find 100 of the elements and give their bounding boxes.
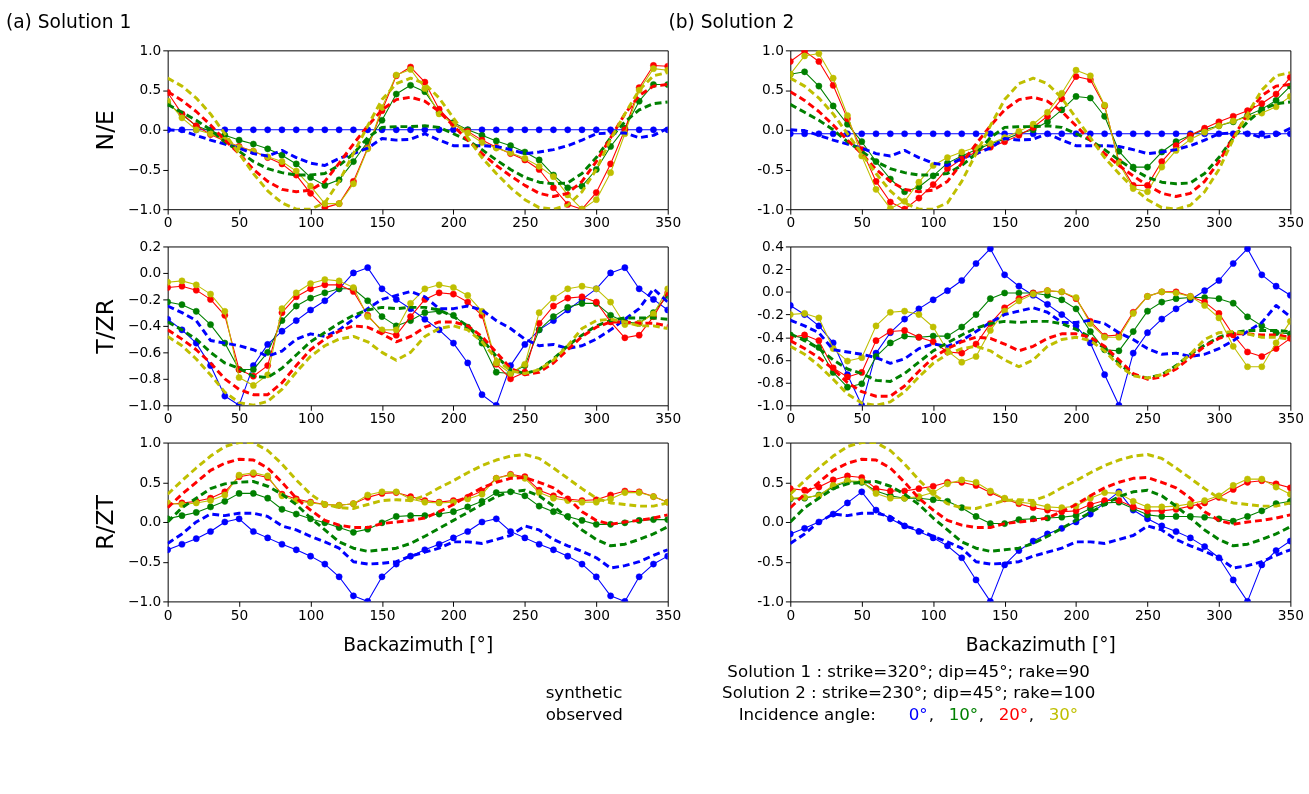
x-tick-label: 150 [992, 410, 1019, 427]
y-axis-title: R/ZT [91, 494, 120, 550]
y-tick-label: 1.0 [762, 41, 784, 58]
y-tick-label: 1.0 [139, 41, 162, 58]
text: Solution 1 : strike=320°; dip=45°; rake=90 [727, 661, 1090, 681]
x-tick-label: 150 [992, 214, 1019, 231]
y-tick-label: 0.4 [762, 237, 784, 254]
x-tick-label: 250 [512, 410, 539, 427]
x-tick-label: 300 [583, 606, 610, 623]
y-axis-title: N/E [91, 110, 120, 151]
y-tick-label: -1.0 [757, 592, 784, 609]
y-tick-label: 0.5 [139, 473, 162, 490]
text: 20° [998, 705, 1029, 725]
x-tick-label: 300 [583, 410, 610, 427]
text: observed [545, 705, 623, 725]
y-tick-label: 0.5 [139, 81, 162, 98]
y-tick-label: 0.0 [139, 121, 162, 138]
chart-title: (a) Solution 1 [5, 10, 132, 32]
x-tick-label: 150 [369, 606, 396, 623]
y-tick-label: -0.8 [757, 374, 784, 391]
x-tick-label: 300 [1206, 214, 1233, 231]
x-tick-label: 100 [920, 410, 947, 427]
x-tick-label: 350 [655, 606, 682, 623]
y-tick-label: −1.0 [127, 396, 162, 413]
x-axis-title: Backazimuth [°] [343, 633, 494, 655]
text: 30° [1048, 705, 1079, 725]
legend-title: Incidence angle: [738, 705, 876, 725]
x-tick-label: 250 [512, 214, 539, 231]
y-tick-label: −0.2 [127, 290, 162, 307]
x-tick-label: 250 [1134, 606, 1162, 623]
x-tick-label: 150 [369, 410, 396, 427]
text: 0° [908, 705, 928, 725]
y-tick-label: −0.6 [127, 343, 162, 360]
x-tick-label: 50 [230, 606, 249, 623]
x-tick-label: 100 [297, 214, 325, 231]
y-tick-label: 0.0 [139, 264, 162, 281]
x-tick-label: 200 [440, 214, 468, 231]
x-tick-label: 50 [230, 214, 249, 231]
x-tick-label: 150 [992, 606, 1019, 623]
y-tick-label: −0.4 [127, 317, 162, 334]
chart-title: (b) Solution 2 [668, 10, 795, 32]
x-tick-label: 0 [163, 214, 173, 231]
y-tick-label: -0.6 [757, 351, 784, 368]
y-tick-label: -1.0 [757, 396, 784, 413]
text: 10° [948, 705, 979, 725]
x-tick-label: 100 [297, 410, 325, 427]
y-tick-label: 0.5 [762, 473, 784, 490]
x-tick-label: 0 [786, 410, 796, 427]
x-tick-label: 0 [163, 410, 173, 427]
y-tick-label: -0.2 [757, 305, 784, 322]
x-tick-label: 300 [1206, 606, 1233, 623]
x-tick-label: 200 [440, 410, 468, 427]
y-tick-label: -0.5 [757, 160, 784, 177]
x-tick-label: 200 [1063, 410, 1090, 427]
y-tick-label: 1.0 [139, 433, 162, 450]
y-tick-label: −0.5 [127, 160, 162, 177]
x-tick-label: 350 [655, 410, 682, 427]
x-tick-label: 0 [786, 606, 796, 623]
x-tick-label: 350 [655, 214, 682, 231]
x-tick-label: 100 [920, 214, 947, 231]
x-tick-label: 200 [1063, 214, 1090, 231]
text: , [1028, 705, 1034, 725]
y-tick-label: 1.0 [762, 433, 784, 450]
y-tick-label: 0.5 [762, 81, 784, 98]
x-axis-title: Backazimuth [°] [965, 633, 1116, 655]
text: , [978, 705, 984, 725]
y-tick-label: 0.0 [762, 513, 784, 530]
y-tick-label: 0.2 [762, 260, 784, 277]
x-tick-label: 250 [512, 606, 539, 623]
x-tick-label: 200 [1063, 606, 1090, 623]
x-tick-label: 50 [853, 606, 871, 623]
text: synthetic [545, 683, 623, 703]
x-tick-label: 50 [853, 410, 871, 427]
x-tick-label: 100 [920, 606, 947, 623]
y-tick-label: -0.5 [757, 553, 784, 570]
x-tick-label: 50 [853, 214, 871, 231]
x-tick-label: 250 [1134, 410, 1162, 427]
x-tick-label: 300 [583, 214, 610, 231]
x-tick-label: 300 [1206, 410, 1233, 427]
x-tick-label: 350 [1277, 606, 1304, 623]
y-tick-label: 0.0 [762, 283, 784, 300]
y-axis-title: T/ZR [91, 299, 120, 355]
x-tick-label: 150 [369, 214, 396, 231]
x-tick-label: 250 [1134, 214, 1162, 231]
x-tick-label: 100 [297, 606, 325, 623]
y-tick-label: −0.5 [127, 553, 162, 570]
text: Solution 2 : strike=230°; dip=45°; rake=100 [722, 683, 1096, 703]
x-tick-label: 200 [440, 606, 468, 623]
x-tick-label: 0 [786, 214, 796, 231]
y-tick-label: 0.0 [139, 513, 162, 530]
y-tick-label: −1.0 [127, 200, 162, 217]
y-tick-label: −0.8 [127, 370, 162, 387]
y-tick-label: -0.4 [757, 328, 784, 345]
y-tick-label: 0.0 [762, 121, 784, 138]
x-tick-label: 0 [163, 606, 173, 623]
x-tick-label: 350 [1277, 410, 1304, 427]
y-tick-label: -1.0 [757, 200, 784, 217]
y-tick-label: 0.2 [139, 237, 162, 254]
y-tick-label: −1.0 [127, 592, 162, 609]
x-tick-label: 350 [1277, 214, 1304, 231]
